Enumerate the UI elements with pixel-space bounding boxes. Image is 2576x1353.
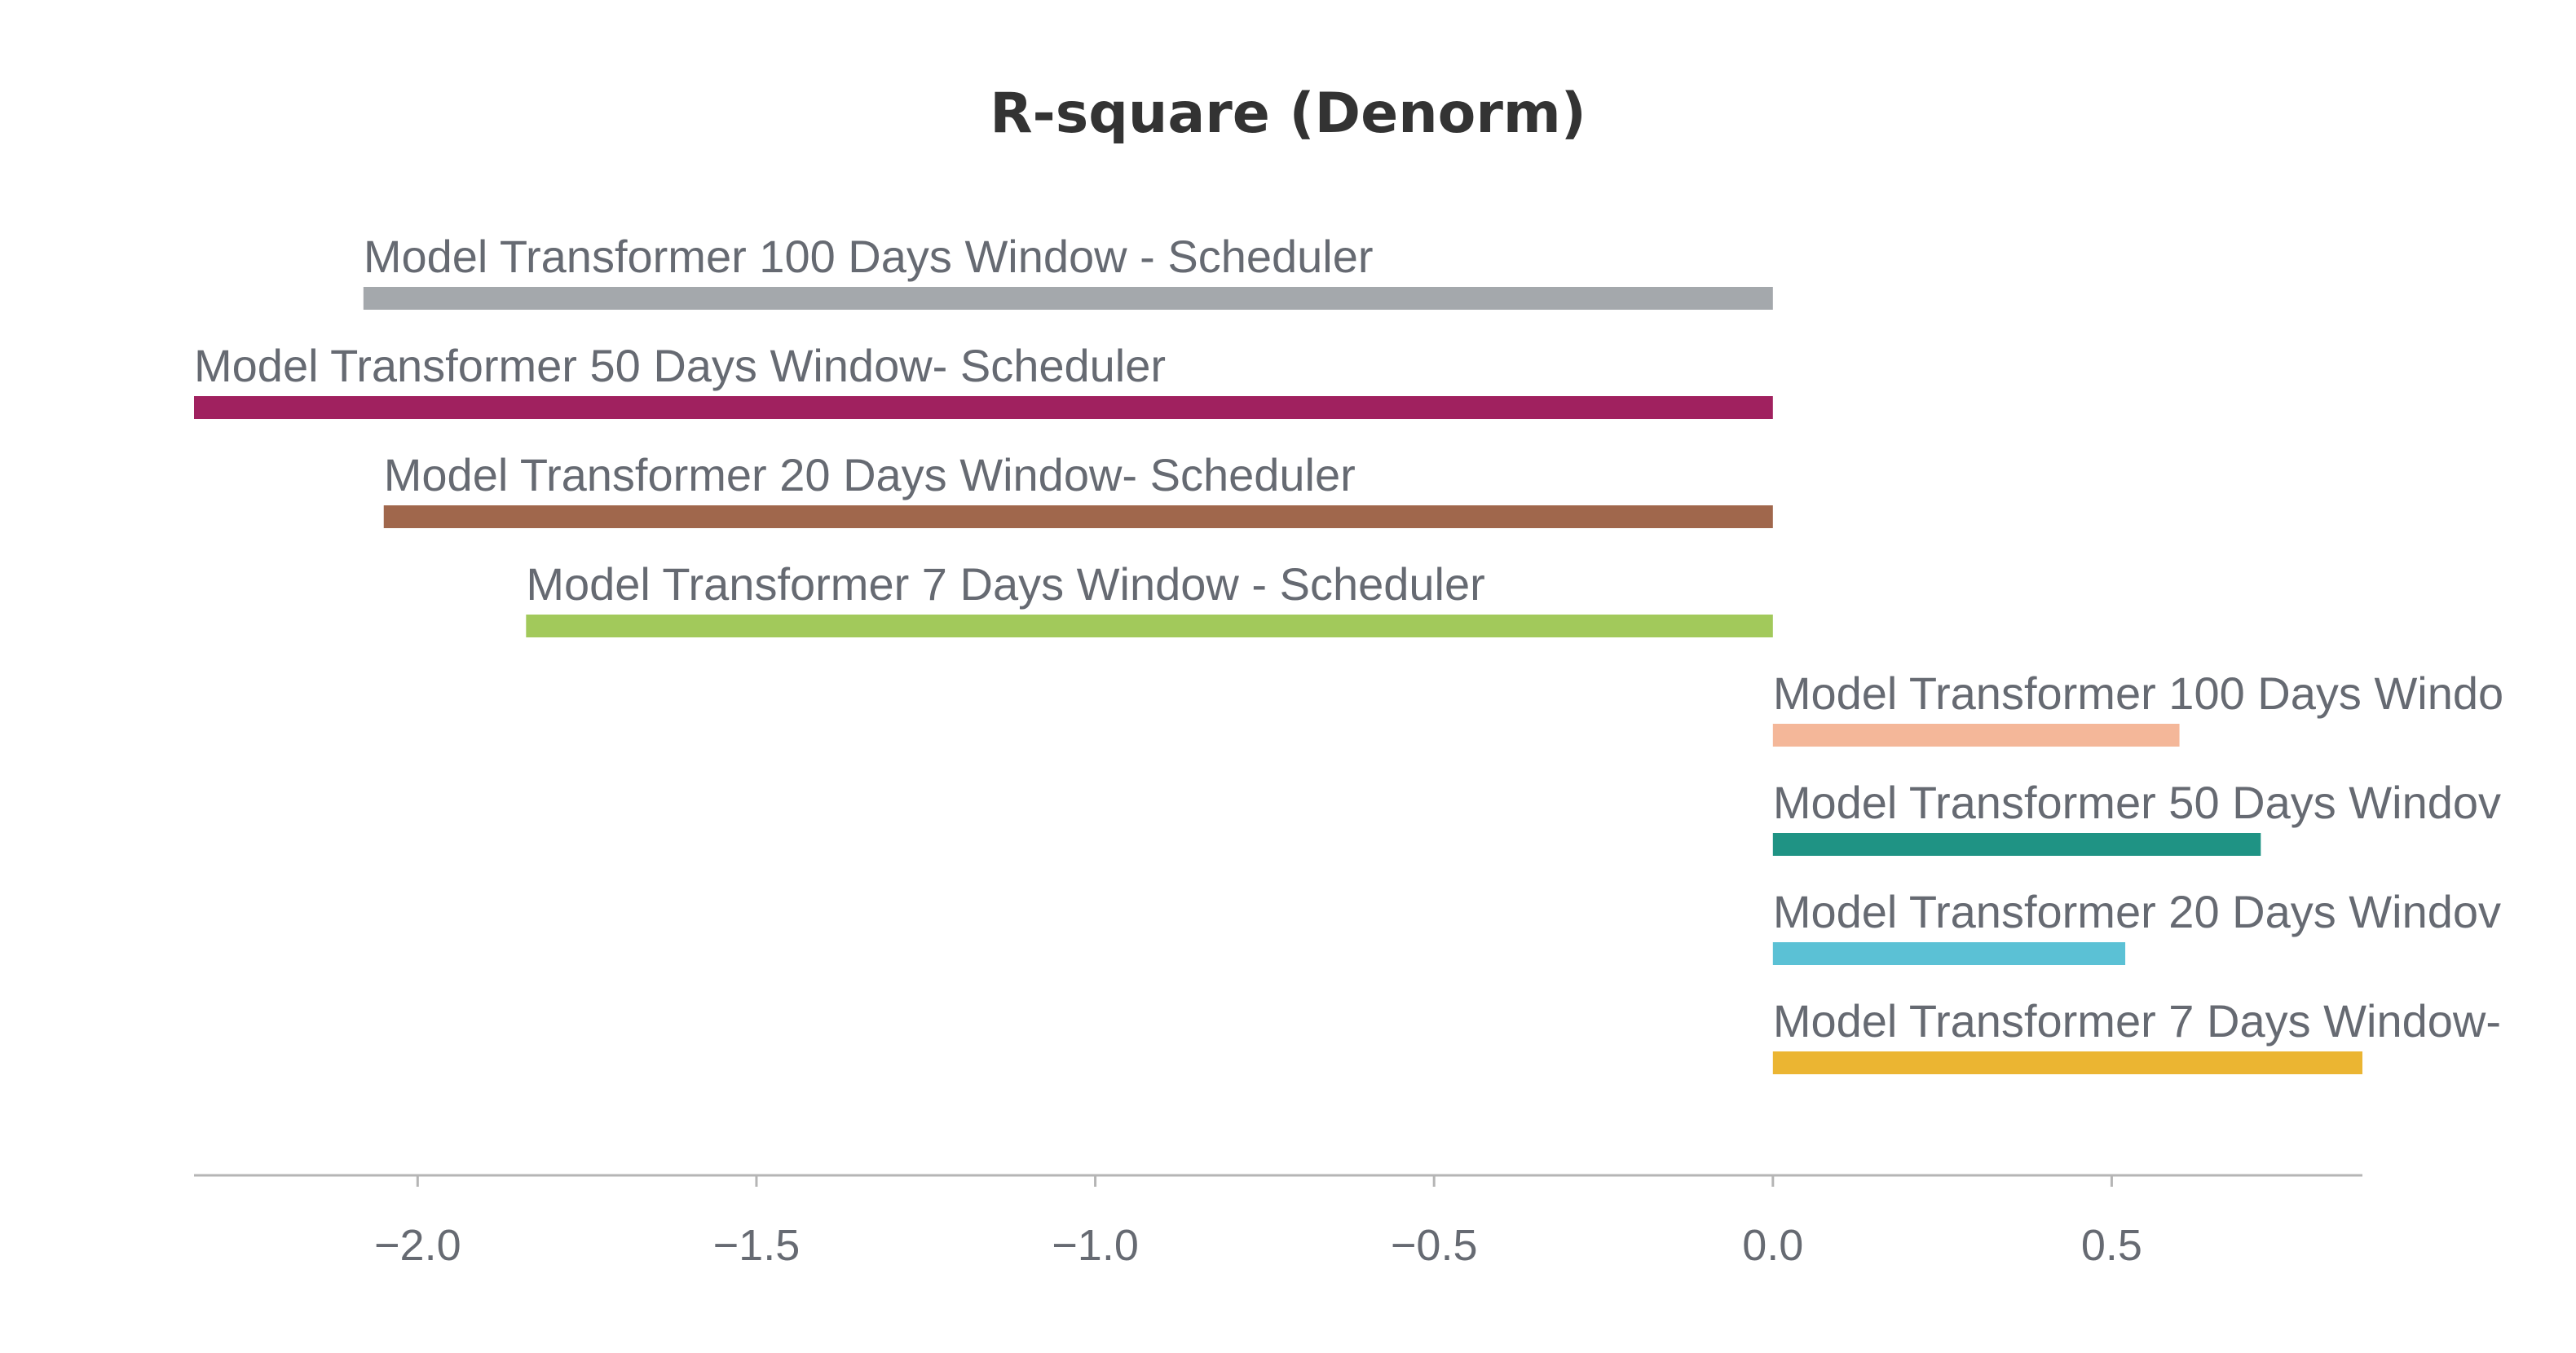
x-axis: −2.0 −1.5 −1.0 −0.5 0.0 0.5	[194, 1174, 2362, 1270]
bar-label-1: Model Transformer 100 Days Window - Sche…	[364, 231, 1374, 282]
x-tick-label-2: −1.5	[713, 1221, 801, 1270]
x-tick-label-4: −0.5	[1391, 1221, 1478, 1270]
bar-label-5: Model Transformer 100 Days Windo	[1773, 668, 2503, 719]
bar-4	[526, 615, 1773, 637]
bar-label-6: Model Transformer 50 Days Windov	[1773, 777, 2501, 828]
x-tick-label-3: −1.0	[1052, 1221, 1139, 1270]
bar-label-7: Model Transformer 20 Days Windov	[1773, 886, 2501, 937]
bar-labels-group: Model Transformer 100 Days Window - Sche…	[194, 231, 2503, 1047]
bar-7	[1772, 942, 2126, 965]
bar-8	[1772, 1051, 2362, 1074]
bar-label-8: Model Transformer 7 Days Window-	[1773, 995, 2501, 1047]
bar-6	[1772, 833, 2261, 856]
bar-2	[194, 396, 1773, 419]
x-tick-label-6: 0.5	[2081, 1221, 2142, 1270]
bar-5	[1772, 724, 2180, 747]
x-tick-label-5: 0.0	[1742, 1221, 1803, 1270]
bar-label-3: Model Transformer 20 Days Window- Schedu…	[384, 449, 1356, 500]
x-tick-label-1: −2.0	[374, 1221, 461, 1270]
bar-label-4: Model Transformer 7 Days Window - Schedu…	[526, 558, 1484, 610]
bar-3	[383, 505, 1773, 528]
bar-label-2: Model Transformer 50 Days Window- Schedu…	[194, 340, 1166, 391]
chart-title: R-square (Denorm)	[990, 82, 1586, 146]
bar-1	[363, 287, 1773, 310]
bars-group	[194, 287, 2362, 1074]
